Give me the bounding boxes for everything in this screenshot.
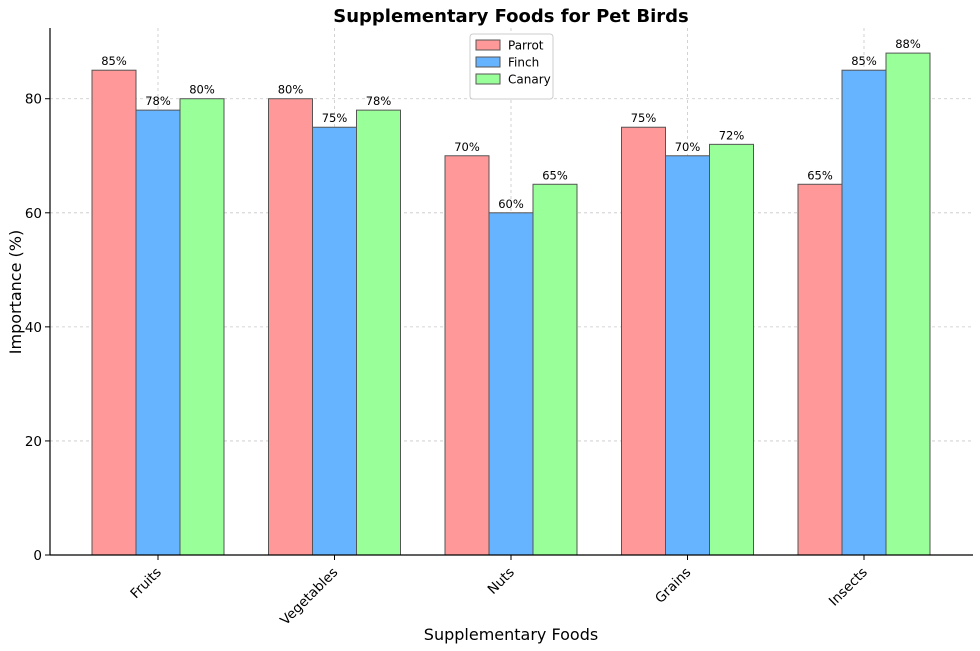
bar-finch xyxy=(665,155,710,556)
legend-label-finch: Finch xyxy=(508,56,539,70)
data-label: 60% xyxy=(498,197,524,211)
data-label: 72% xyxy=(719,128,745,142)
bar-parrot xyxy=(268,98,313,556)
data-label: 78% xyxy=(145,94,171,108)
bar-canary xyxy=(885,52,931,556)
data-label: 65% xyxy=(807,168,833,182)
data-label: 78% xyxy=(366,94,392,108)
bar-canary xyxy=(709,143,754,556)
x-tick-label: Fruits xyxy=(127,565,164,602)
data-label: 75% xyxy=(631,111,657,125)
y-axis-label: Importance (%) xyxy=(6,230,25,354)
y-tick-label: 20 xyxy=(25,434,42,450)
bar-parrot xyxy=(621,126,666,556)
legend-label-parrot: Parrot xyxy=(508,39,544,53)
y-tick-label: 80 xyxy=(25,92,42,108)
bars xyxy=(91,52,931,556)
x-tick-label: Vegetables xyxy=(277,565,341,629)
x-axis-label: Supplementary Foods xyxy=(424,625,598,644)
legend-label-canary: Canary xyxy=(508,73,551,87)
y-tick-label: 0 xyxy=(33,548,42,564)
bar-finch xyxy=(841,69,887,556)
legend-swatch-canary xyxy=(475,73,501,85)
data-labels: 85% 80% 70% 75% 65% 78% 75% 60% 70% 85% 80% 78% 65% 7… xyxy=(101,37,921,211)
bar-canary xyxy=(356,109,401,556)
x-tick-label: Insects xyxy=(826,565,871,610)
bar-parrot xyxy=(91,69,137,556)
bar-parrot xyxy=(797,183,843,556)
data-label: 85% xyxy=(851,54,877,68)
bar-canary xyxy=(179,98,225,556)
data-label: 70% xyxy=(675,140,701,154)
data-label: 70% xyxy=(454,140,480,154)
x-tick-label: Grains xyxy=(652,565,694,607)
y-tick-label: 60 xyxy=(25,206,42,222)
data-label: 85% xyxy=(101,54,127,68)
bar-finch xyxy=(488,212,534,556)
data-label: 75% xyxy=(322,111,348,125)
bar-parrot xyxy=(444,155,490,556)
legend-swatch-parrot xyxy=(475,39,501,51)
data-label: 80% xyxy=(278,83,304,97)
chart-title: Supplementary Foods for Pet Birds xyxy=(333,6,688,27)
legend-swatch-finch xyxy=(475,56,501,68)
bar-finch xyxy=(312,126,357,556)
bar-canary xyxy=(532,183,578,556)
bar-finch xyxy=(135,109,181,556)
data-label: 88% xyxy=(895,37,921,51)
x-tick-label: Nuts xyxy=(485,565,518,598)
y-tick-label: 40 xyxy=(25,320,42,336)
data-label: 80% xyxy=(189,83,215,97)
legend: Parrot Finch Canary xyxy=(469,33,554,100)
data-label: 65% xyxy=(542,168,568,182)
